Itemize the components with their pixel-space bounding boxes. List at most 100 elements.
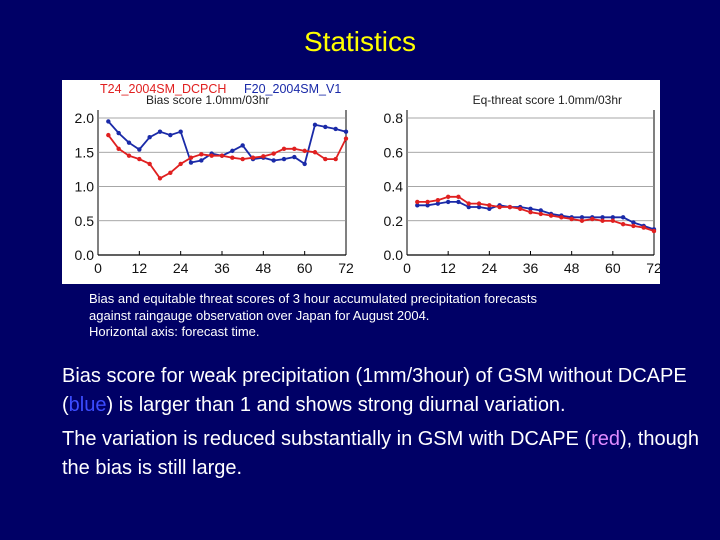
data-point-red (518, 206, 523, 211)
data-point-blue (323, 124, 328, 130)
chart-title-1: Bias score 1.0mm/03hr (146, 93, 269, 107)
caption-line-3: Horizontal axis: forecast time. (89, 324, 260, 339)
data-point-red (168, 170, 173, 175)
data-point-red (323, 156, 328, 162)
data-point-red (333, 156, 338, 162)
data-point-blue (579, 215, 585, 220)
data-point-blue (487, 206, 492, 211)
p2-text-a: The variation is reduced substantially i… (62, 428, 592, 450)
data-point-red (230, 155, 235, 160)
data-point-blue (106, 119, 111, 124)
data-point-red (157, 176, 163, 181)
p1-text-b: ) is larger than 1 and shows strong diur… (106, 394, 566, 416)
data-point-blue (178, 129, 183, 134)
data-point-red (425, 199, 430, 205)
data-point-red (487, 203, 492, 208)
data-point-red (126, 153, 132, 158)
data-point-blue (528, 206, 533, 211)
data-point-blue (435, 201, 441, 206)
data-point-red (209, 153, 214, 158)
data-point-red (445, 194, 451, 199)
x-tick-label: 60 (605, 260, 621, 276)
data-point-red (456, 194, 461, 199)
body-paragraph-1: Bias score for weak precipitation (1mm/3… (62, 362, 702, 420)
x-tick-label: 12 (132, 260, 148, 276)
data-point-blue (292, 154, 297, 160)
data-point-red (507, 204, 513, 210)
data-point-red (610, 218, 616, 223)
data-point-red (590, 216, 595, 222)
data-point-red (641, 225, 646, 230)
data-point-blue (199, 158, 204, 163)
p1-blue-word: blue (68, 394, 107, 416)
data-point-red (302, 148, 307, 154)
data-point-red (250, 155, 256, 160)
data-point-blue (415, 203, 420, 208)
data-point-blue (312, 122, 318, 128)
data-point-blue (620, 215, 626, 220)
chart-title-2: Eq-threat score 1.0mm/03hr (473, 93, 622, 107)
data-point-red (415, 199, 420, 205)
body-paragraph-2: The variation is reduced substantially i… (62, 425, 702, 483)
data-point-blue (281, 156, 287, 162)
data-point-red (219, 153, 225, 158)
data-point-blue (466, 204, 471, 210)
x-tick-label: 48 (564, 260, 580, 276)
slide-title: Statistics (303, 26, 417, 57)
data-point-blue (126, 140, 132, 145)
data-point-blue (302, 161, 307, 167)
y-tick-label: 0.5 (75, 213, 95, 229)
data-point-red (476, 201, 482, 206)
data-point-blue (168, 132, 173, 138)
p1-text-a: Bias score for weak precipitation (1mm/3… (62, 365, 687, 416)
data-point-blue (188, 160, 194, 165)
y-tick-label: 0.2 (384, 213, 404, 229)
x-tick-label: 36 (214, 260, 230, 276)
data-point-red (579, 218, 585, 223)
data-point-blue (230, 148, 235, 154)
data-point-blue (425, 203, 430, 208)
data-point-blue (147, 134, 152, 140)
y-tick-label: 1.5 (75, 144, 95, 160)
y-tick-label: 1.0 (75, 179, 95, 195)
data-point-red (497, 204, 502, 210)
figure-caption: Bias and equitable threat scores of 3 ho… (89, 291, 669, 341)
x-tick-label: 0 (403, 260, 411, 276)
x-tick-label: 24 (482, 260, 498, 276)
y-tick-label: 0.0 (75, 247, 95, 263)
data-point-red (292, 146, 297, 152)
data-point-red (281, 146, 287, 152)
data-point-blue (456, 199, 461, 205)
data-point-red (261, 154, 266, 159)
data-point-red (188, 155, 194, 160)
data-point-blue (137, 147, 142, 152)
data-point-red (600, 218, 605, 223)
caption-line-2: against raingauge observation over Japan… (89, 307, 430, 323)
data-point-red (343, 136, 349, 141)
data-point-blue (271, 158, 276, 163)
data-point-red (116, 146, 121, 152)
x-tick-label: 36 (523, 260, 539, 276)
data-point-red (569, 216, 574, 222)
x-tick-label: 12 (440, 260, 456, 276)
data-point-red (559, 215, 564, 220)
data-point-red (620, 221, 626, 227)
figure-panel: T24_2004SM_DCPCH F20_2004SM_V1 Bias score … (62, 80, 660, 284)
data-point-blue (157, 129, 163, 134)
data-point-red (147, 161, 152, 167)
series-line-2-blue (417, 201, 655, 231)
p2-text-b: ), though the bias is still large. (62, 428, 699, 479)
data-point-red (271, 151, 276, 156)
y-tick-label: 0.8 (384, 110, 404, 126)
x-tick-label: 48 (256, 260, 272, 276)
p2-red-word: red (591, 428, 621, 450)
data-point-red (199, 152, 204, 157)
x-tick-label: 24 (173, 260, 189, 276)
legend-label-red: T24_2004SM_DCPCH (100, 82, 226, 96)
y-tick-label: 0.6 (384, 144, 404, 160)
y-tick-label: 2.0 (75, 110, 95, 126)
data-point-red (538, 211, 543, 217)
data-point-blue (240, 143, 245, 148)
data-point-blue (333, 126, 338, 132)
